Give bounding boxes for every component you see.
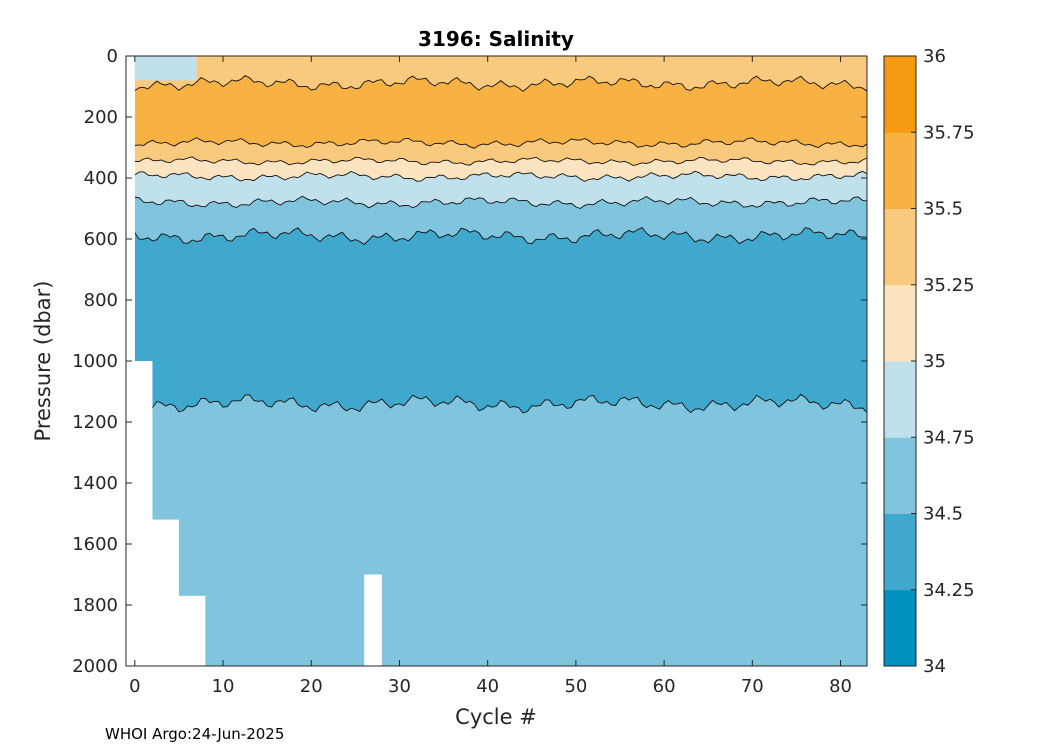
colorbar-tick-label: 35.25 [923,275,975,296]
colorbar-tick-label: 34 [923,656,946,677]
contour-line-6 [134,227,867,246]
colorbar-segment [884,284,916,362]
y-tick-label: 200 [84,107,118,128]
surface-fresh-patch [134,56,197,81]
no-data-mask [178,595,206,666]
y-axis: 0 200 400 600 800 1000 1200 1400 1600 1800 2000 [72,46,867,677]
x-tick-label: 50 [564,676,587,697]
colorbar-tick-label: 36 [923,46,946,67]
y-tick-label: 600 [84,229,118,250]
colorbar-tick-label: 35 [923,351,946,372]
x-tick-label: 70 [741,676,764,697]
x-tick-label: 10 [212,676,235,697]
contour-line-7 [134,393,867,414]
contour-line-3 [134,156,867,166]
chart-title: 3196: Salinity [418,27,574,51]
colorbar-tick-label: 34.25 [923,580,975,601]
x-axis-label: Cycle # [455,705,537,729]
y-tick-label: 0 [107,46,118,67]
contour-line-2 [134,137,867,149]
plot-area [126,56,867,666]
contour-line-1 [134,74,867,92]
band-34-25 [134,227,867,413]
band-35-25 [134,137,867,166]
colorbar-segment [884,56,916,133]
x-tick-label: 60 [653,676,676,697]
no-data-mask [364,574,382,666]
y-axis-label: Pressure (dbar) [31,281,55,442]
y-tick-label: 1600 [72,534,118,555]
x-tick-label: 0 [129,676,140,697]
y-tick-label: 1800 [72,595,118,616]
band-35-5 [134,75,867,149]
y-tick-label: 1000 [72,351,118,372]
x-axis: 0 10 20 30 40 50 60 70 80 [129,56,852,697]
y-tick-label: 1200 [72,412,118,433]
band-34-5-deep [126,394,867,666]
colorbar-segment [884,437,916,514]
no-data-mask [152,519,179,666]
contour-line-5 [134,195,867,210]
colorbar-tick-label: 35.5 [923,199,963,220]
colorbar: 34 34.25 34.5 34.75 35 35.25 35.5 35.75 36 [883,46,975,677]
colorbar-segment [884,208,916,286]
y-tick-label: 2000 [72,656,118,677]
y-tick-label: 1400 [72,473,118,494]
credit-text: WHOI Argo:24-Jun-2025 [105,725,285,743]
colorbar-segment [884,589,916,667]
band-34-75 [134,171,867,209]
colorbar-segment [884,361,916,438]
y-tick-label: 800 [84,290,118,311]
colorbar-tick-label: 35.75 [923,122,975,143]
band-35-25-surface [126,56,867,92]
contour-line-4 [134,170,867,182]
x-tick-label: 30 [388,676,411,697]
x-tick-label: 20 [300,676,323,697]
x-tick-label: 80 [829,676,852,697]
colorbar-segment [884,132,916,209]
band-35 [134,156,867,182]
colorbar-tick-label: 34.75 [923,427,975,448]
x-tick-label: 40 [476,676,499,697]
colorbar-segment [884,513,916,591]
colorbar-tick-label: 34.5 [923,504,963,525]
y-tick-label: 400 [84,168,118,189]
